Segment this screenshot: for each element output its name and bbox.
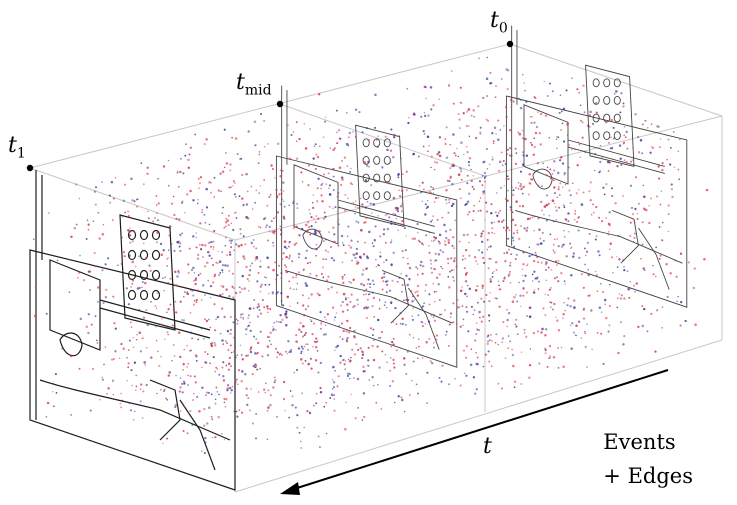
time-arrow xyxy=(280,369,669,495)
slice-t1-edges xyxy=(29,170,236,491)
tmid-marker xyxy=(276,100,284,108)
legend-line-events: Events xyxy=(603,430,676,454)
time-axis-label: t xyxy=(483,434,492,459)
slice-tmid-edges xyxy=(275,85,458,368)
volume-frame xyxy=(29,43,723,493)
t0-marker xyxy=(506,40,514,48)
legend: Events + Edges xyxy=(603,425,693,493)
event-points-layer xyxy=(32,56,709,455)
t1-label: t1 xyxy=(8,133,26,162)
legend-line-edges: + Edges xyxy=(603,464,693,488)
t1-marker xyxy=(26,164,34,172)
t0-label: t0 xyxy=(490,8,508,37)
tmid-label: tmid xyxy=(236,70,272,99)
edge-map-layer xyxy=(29,25,688,491)
